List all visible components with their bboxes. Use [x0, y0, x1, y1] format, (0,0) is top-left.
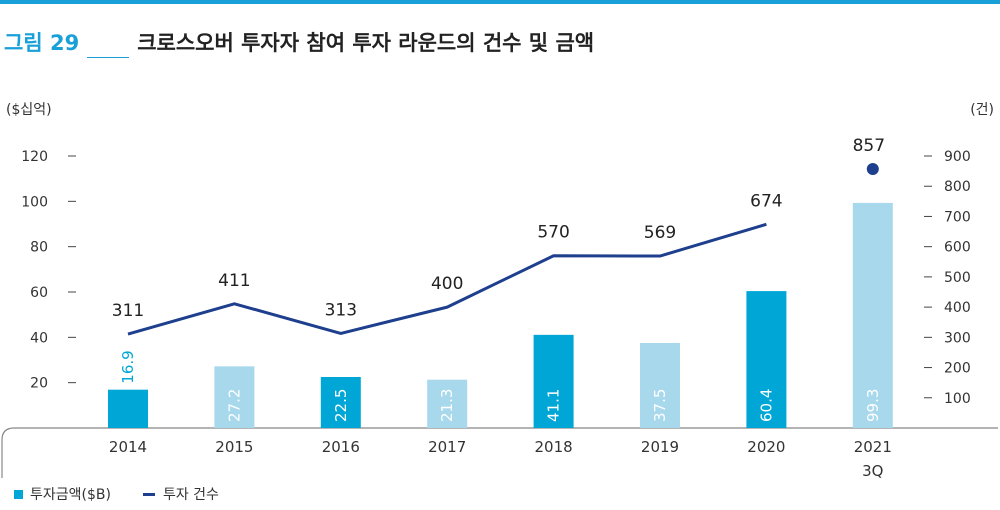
x-tick-label: 2016 [322, 438, 360, 456]
bar-value-label: 99.3 [864, 389, 882, 422]
line-value-label: 313 [325, 300, 357, 320]
chart-baseline [1, 427, 998, 478]
left-tick-label: 60 [30, 285, 48, 301]
x-tick-label: 2015 [215, 438, 253, 456]
legend: 투자금액($B) 투자 건수 [14, 484, 219, 504]
bar [852, 202, 893, 428]
x-tick-label: 2017 [428, 438, 466, 456]
bar [533, 334, 574, 428]
bar-value-label: 16.9 [119, 350, 137, 383]
bar-value-label: 37.5 [651, 389, 669, 422]
legend-line-swatch [142, 492, 155, 496]
right-tick-label: 500 [944, 270, 971, 286]
figure-title: 크로스오버 투자자 참여 투자 라운드의 건수 및 금액 [137, 31, 595, 55]
left-tick-label: 80 [30, 240, 48, 256]
bar [320, 377, 361, 428]
left-tick-label: 40 [30, 330, 48, 346]
left-tick-label: 100 [21, 194, 48, 210]
figure-title-rule [87, 57, 130, 58]
line-value-label: 857 [853, 136, 885, 156]
right-tick-label: 100 [944, 391, 971, 407]
legend-bar-swatch [14, 489, 23, 499]
line-value-label: 400 [431, 274, 463, 294]
line-value-label: 411 [218, 271, 250, 291]
x-tick-sublabel: 3Q [862, 462, 883, 480]
line-point-marker [866, 162, 879, 175]
right-tick-label: 400 [944, 300, 971, 316]
left-tick-label: 120 [21, 149, 48, 165]
line-value-label: 570 [537, 223, 569, 243]
x-tick-label: 2020 [747, 438, 785, 456]
bar-value-label: 60.4 [757, 389, 775, 422]
bar [427, 379, 468, 428]
right-tick-label: 900 [944, 149, 971, 165]
right-tick-label: 800 [944, 179, 971, 195]
bar [214, 366, 255, 428]
top-rule [0, 0, 1000, 4]
line-series [127, 222, 767, 336]
bar [108, 389, 148, 428]
line-value-label: 569 [644, 223, 676, 243]
bar-value-label: 27.2 [225, 389, 243, 422]
figure-header: 그림 29 크로스오버 투자자 참여 투자 라운드의 건수 및 금액 [4, 26, 594, 58]
right-tick-label: 300 [944, 330, 971, 346]
figure-label: 그림 29 [4, 31, 80, 55]
right-tick-label: 700 [944, 209, 971, 225]
x-tick-label: 2018 [535, 438, 573, 456]
bar-value-label: 21.3 [438, 389, 456, 422]
left-axis-unit: ($십억) [6, 102, 52, 118]
bar-value-label: 22.5 [332, 389, 350, 422]
left-tick-label: 20 [30, 376, 48, 392]
legend-line-label: 투자 건수 [162, 487, 219, 503]
bar [746, 291, 787, 428]
line-value-label: 311 [112, 301, 144, 321]
right-axis-unit: (건) [970, 102, 994, 118]
line-value-label: 674 [750, 191, 782, 211]
legend-bar-label: 투자금액($B) [30, 487, 111, 503]
x-tick-label: 2021 [854, 438, 892, 456]
right-tick-label: 200 [944, 361, 971, 377]
right-tick-label: 600 [944, 240, 971, 256]
bar [640, 343, 680, 428]
x-tick-label: 2019 [641, 438, 679, 456]
x-tick-label: 2014 [109, 438, 147, 456]
bar-value-label: 41.1 [545, 389, 563, 422]
